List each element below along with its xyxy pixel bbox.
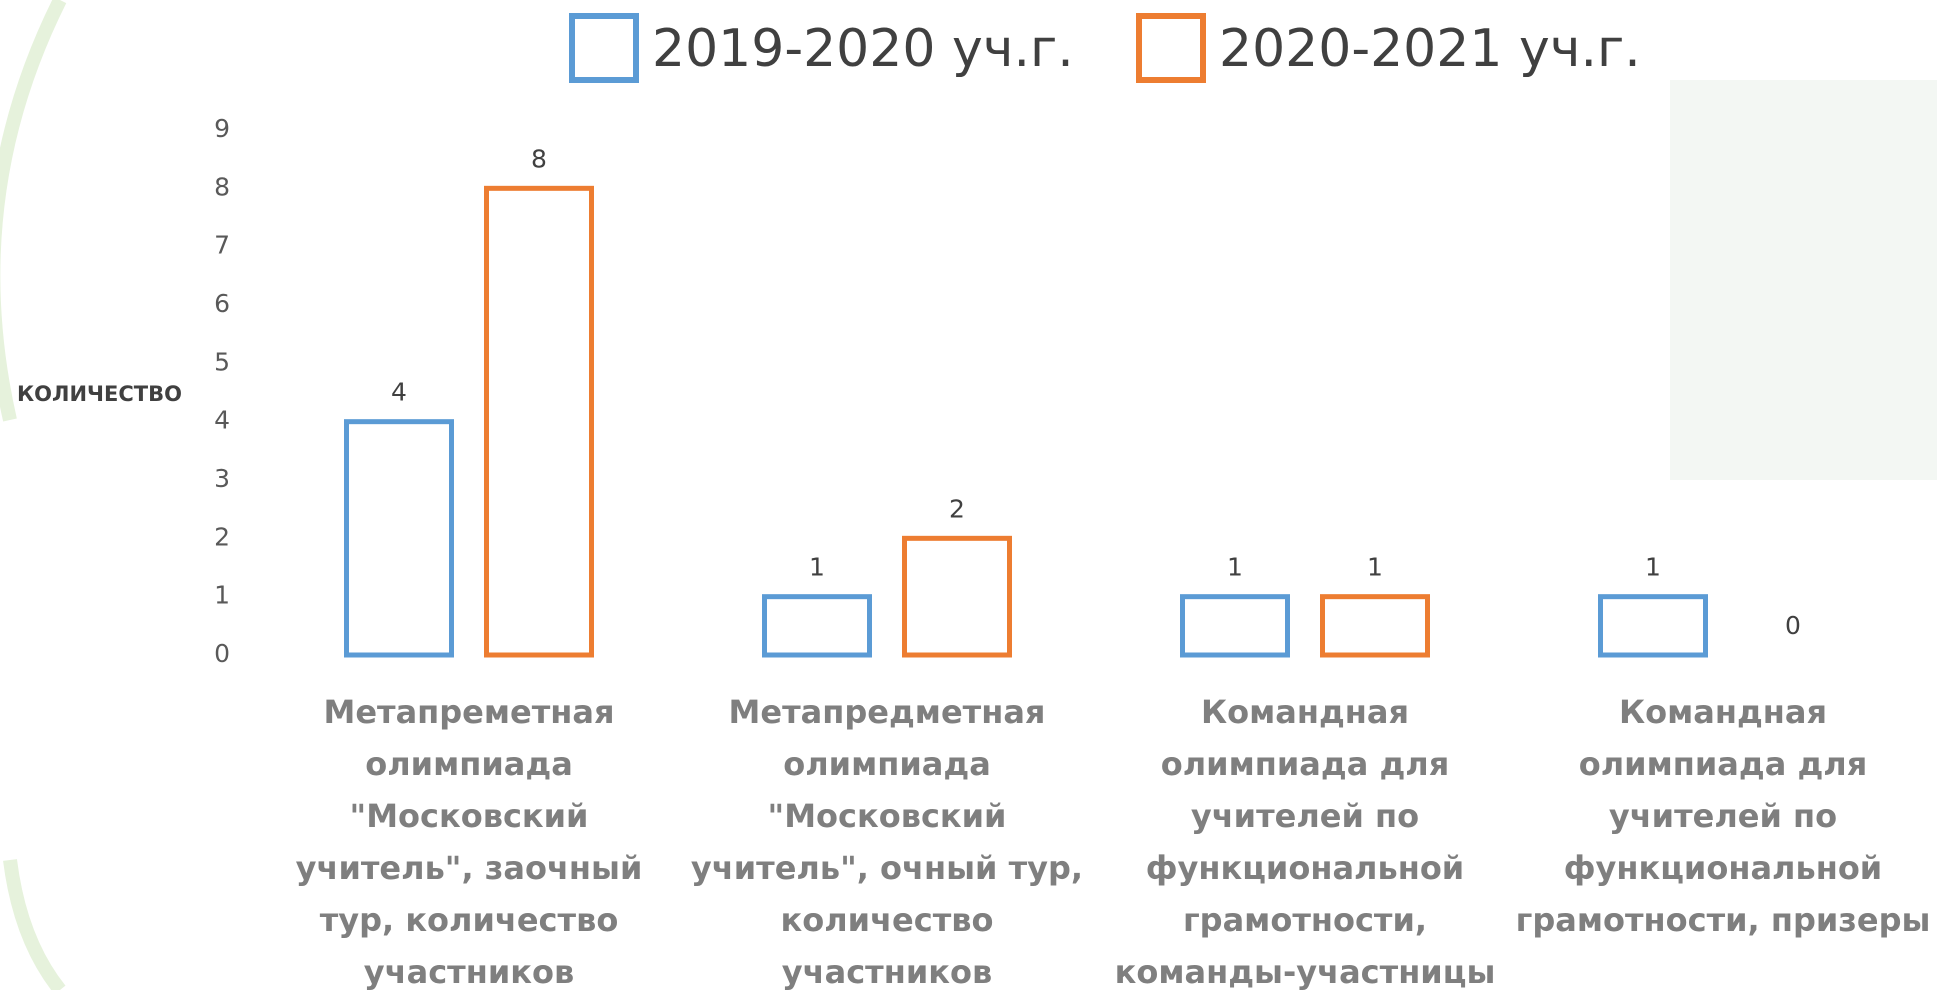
y-tick-label: 5 [214, 347, 230, 376]
data-label: 0 [1785, 611, 1801, 640]
x-tick-label: Командная олимпиада для учителей по функ… [1114, 693, 1496, 990]
y-tick-label: 0 [214, 639, 230, 668]
y-tick-label: 8 [214, 172, 230, 201]
legend-label: 2020-2021 уч.г. [1219, 19, 1641, 79]
y-axis-label: КОЛИЧЕСТВО [17, 382, 182, 406]
legend-label: 2019-2020 уч.г. [652, 19, 1074, 79]
background-image [1670, 80, 1937, 480]
y-tick-label: 9 [214, 114, 230, 143]
data-label: 1 [809, 553, 825, 582]
bar [484, 185, 594, 658]
bar [1598, 594, 1708, 658]
y-tick-label: 2 [214, 522, 230, 551]
decor-arc [0, 0, 67, 990]
y-tick-label: 4 [214, 406, 230, 435]
data-label: 8 [531, 144, 547, 173]
y-tick-label: 3 [214, 464, 230, 493]
bar [902, 535, 1012, 658]
y-tick-label: 6 [214, 289, 230, 318]
data-label: 1 [1227, 553, 1243, 582]
data-label: 1 [1645, 553, 1661, 582]
data-label: 1 [1367, 553, 1383, 582]
bar [344, 419, 454, 658]
data-label: 4 [391, 378, 407, 407]
legend-swatch [569, 13, 639, 83]
y-tick-label: 1 [214, 581, 230, 610]
bar [762, 594, 872, 658]
legend-swatch [1136, 13, 1206, 83]
bar [1180, 594, 1290, 658]
x-tick-label: Метапреметная олимпиада "Московский учит… [295, 693, 643, 990]
data-label: 2 [949, 494, 965, 523]
y-tick-label: 7 [214, 231, 230, 260]
x-tick-label: Командная олимпиада для учителей по функ… [1515, 693, 1931, 939]
x-tick-label: Метапредметная олимпиада "Московский учи… [690, 693, 1084, 990]
bar [1320, 594, 1430, 658]
